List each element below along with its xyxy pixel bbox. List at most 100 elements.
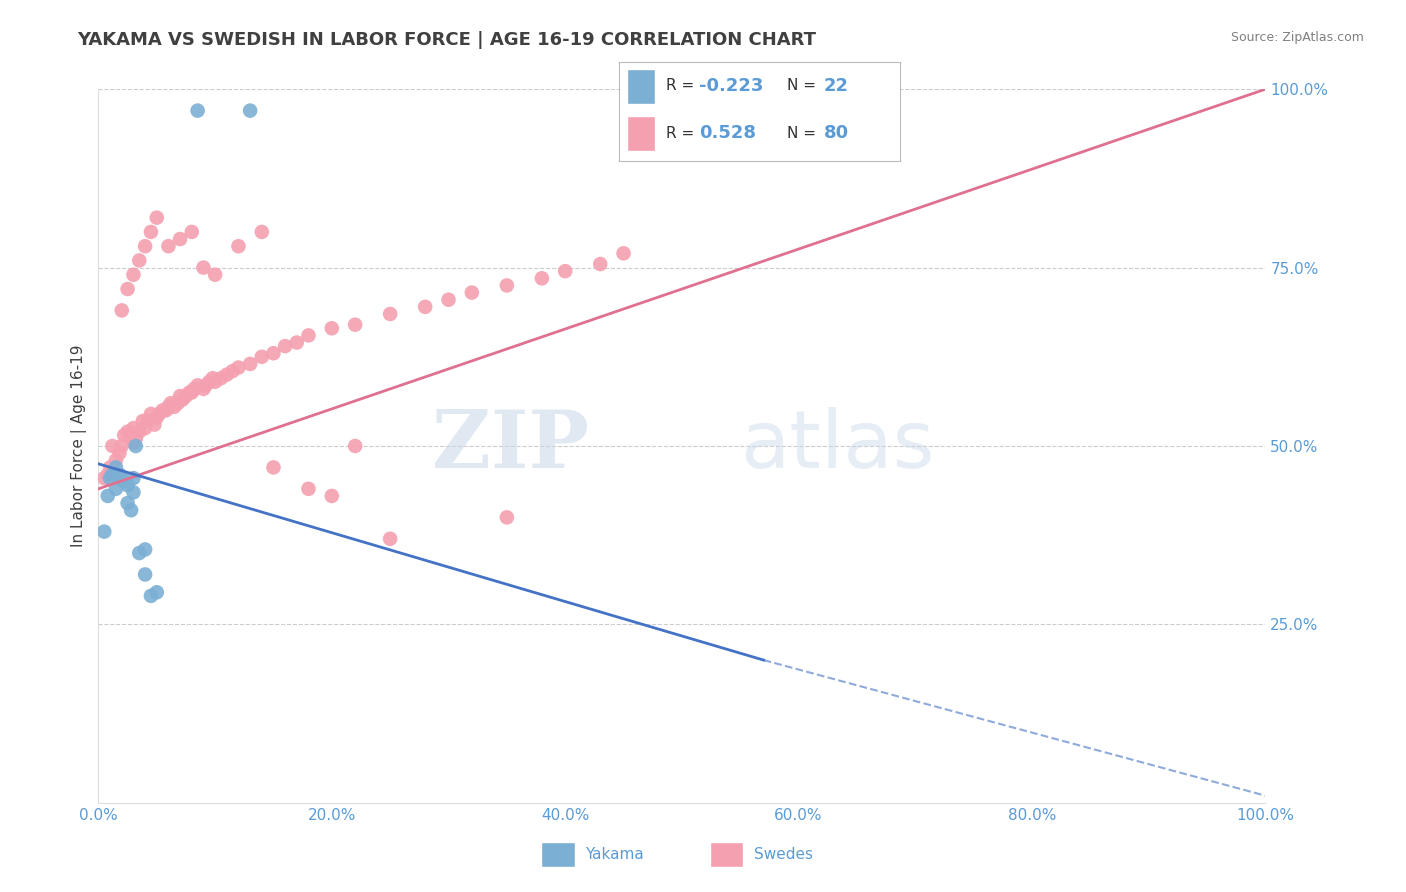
Text: 22: 22 [824, 77, 849, 95]
Point [180, 225, 202, 239]
Point [250, 350, 273, 364]
Point [228, 239, 250, 253]
Point [111, 303, 134, 318]
Point [134, 239, 156, 253]
Y-axis label: In Labor Force | Age 16-19: In Labor Force | Age 16-19 [72, 344, 87, 548]
Text: R =: R = [666, 78, 700, 94]
Point [128, 253, 150, 268]
Point [97, 489, 120, 503]
Point [122, 435, 145, 450]
Point [132, 414, 155, 428]
Point [193, 260, 215, 275]
Point [101, 467, 124, 482]
Point [274, 339, 297, 353]
Text: 80: 80 [824, 124, 849, 142]
FancyBboxPatch shape [627, 70, 655, 103]
Point [321, 321, 343, 335]
FancyBboxPatch shape [710, 842, 744, 867]
Point [187, 103, 209, 118]
Point [221, 364, 243, 378]
Point [250, 225, 273, 239]
Point [496, 510, 519, 524]
Text: N =: N = [787, 126, 821, 141]
Point [122, 421, 145, 435]
Point [209, 371, 232, 385]
Point [139, 589, 162, 603]
Point [98, 460, 121, 475]
Point [172, 392, 194, 407]
Point [128, 546, 150, 560]
Point [155, 403, 177, 417]
Point [120, 432, 142, 446]
Point [157, 239, 180, 253]
Point [122, 268, 145, 282]
Text: Yakama: Yakama [585, 847, 644, 862]
Point [262, 460, 284, 475]
Point [554, 264, 576, 278]
Point [321, 489, 343, 503]
Point [297, 482, 319, 496]
Point [117, 282, 139, 296]
Point [134, 567, 156, 582]
Point [122, 471, 145, 485]
Point [530, 271, 553, 285]
Point [228, 360, 250, 375]
Point [104, 482, 127, 496]
Point [122, 485, 145, 500]
Point [215, 368, 238, 382]
Point [104, 453, 127, 467]
Point [128, 425, 150, 439]
Point [239, 103, 262, 118]
Point [297, 328, 319, 343]
Point [169, 389, 191, 403]
Point [139, 407, 162, 421]
Point [193, 382, 215, 396]
Point [136, 414, 159, 428]
Point [143, 417, 166, 432]
Point [134, 421, 156, 435]
Point [159, 396, 181, 410]
Point [179, 385, 201, 400]
Point [117, 425, 139, 439]
Point [111, 471, 134, 485]
Point [204, 268, 226, 282]
Point [183, 382, 205, 396]
Point [380, 307, 402, 321]
Point [93, 471, 115, 485]
Point [344, 318, 367, 332]
Point [180, 385, 202, 400]
Point [344, 439, 367, 453]
Point [146, 211, 169, 225]
Point [198, 375, 221, 389]
Point [187, 378, 209, 392]
Text: YAKAMA VS SWEDISH IN LABOR FORCE | AGE 16-19 CORRELATION CHART: YAKAMA VS SWEDISH IN LABOR FORCE | AGE 1… [77, 31, 817, 49]
Point [174, 389, 197, 403]
FancyBboxPatch shape [627, 117, 655, 151]
Point [101, 439, 124, 453]
Point [108, 467, 131, 482]
Point [589, 257, 612, 271]
Point [204, 375, 226, 389]
Point [108, 446, 131, 460]
Text: -0.223: -0.223 [699, 77, 763, 95]
Text: atlas: atlas [741, 407, 935, 485]
Point [285, 335, 308, 350]
Point [98, 471, 121, 485]
Point [112, 475, 135, 489]
Point [104, 460, 127, 475]
Point [461, 285, 484, 300]
Point [93, 524, 115, 539]
Point [125, 439, 148, 453]
Point [97, 467, 120, 482]
Point [152, 403, 174, 417]
FancyBboxPatch shape [541, 842, 575, 867]
Point [262, 346, 284, 360]
Text: R =: R = [666, 126, 700, 141]
Point [120, 503, 142, 517]
Point [496, 278, 519, 293]
Point [117, 478, 139, 492]
Point [169, 232, 191, 246]
Point [134, 542, 156, 557]
Point [163, 400, 186, 414]
Point [157, 400, 180, 414]
